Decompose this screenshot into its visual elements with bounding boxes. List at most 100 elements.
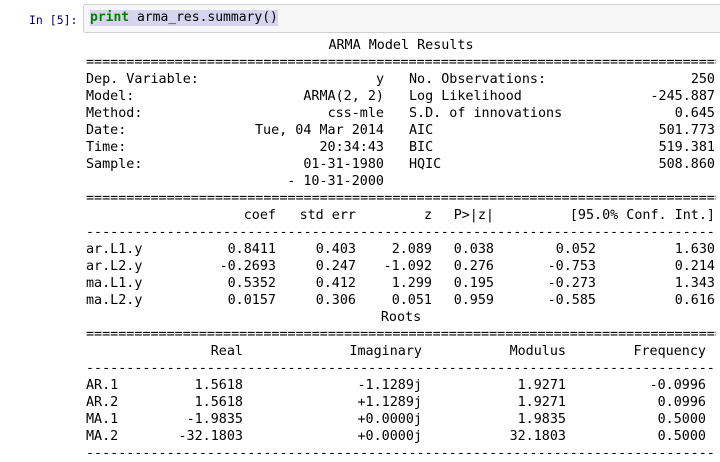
coef-name: ma.L2.y — [86, 293, 143, 308]
coef-name: ar.L2.y — [86, 259, 143, 274]
info-row: Sample: 01-31-1980 HQIC 508.860 — [86, 156, 716, 173]
separator-dash: ----------------------------------------… — [86, 225, 716, 240]
info-label: No. Observations: — [409, 72, 547, 87]
roots-table-header: Real Imaginary Modulus Frequency — [86, 343, 716, 360]
info-label: S.D. of innovations — [409, 106, 563, 121]
info-value: 01-31-1980 — [303, 157, 384, 172]
coef-row: ma.L1.y 0.5352 0.412 1.299 0.195 -0.273 … — [86, 275, 716, 292]
z-value: 0.051 — [391, 293, 432, 308]
imaginary-value: +0.0000j — [357, 429, 423, 444]
p-value: 0.195 — [453, 276, 494, 291]
col-header-real: Real — [210, 344, 243, 359]
info-value: css-mle — [327, 106, 384, 121]
frequency-value: 0.0996 — [657, 395, 706, 410]
coef-row: ar.L2.y -0.2693 0.247 -1.092 0.276 -0.75… — [86, 258, 716, 275]
ci-low: -0.273 — [547, 276, 596, 291]
summary-title: ARMA Model Results — [328, 38, 474, 53]
coef-value: -0.2693 — [219, 259, 276, 274]
info-value: -245.887 — [650, 89, 716, 104]
root-name: AR.2 — [86, 395, 119, 410]
col-header-modulus: Modulus — [509, 344, 566, 359]
separator-dash: ----------------------------------------… — [86, 446, 716, 461]
stderr-value: 0.306 — [315, 293, 356, 308]
info-row: Method: css-mle S.D. of innovations 0.645 — [86, 105, 716, 122]
frequency-value: 0.5000 — [657, 412, 706, 427]
coef-name: ar.L1.y — [86, 242, 143, 257]
info-row: - 10-31-2000 — [86, 173, 716, 190]
input-prompt: In [5]: — [29, 13, 78, 27]
z-value: 2.089 — [391, 242, 432, 257]
coef-row: ar.L1.y 0.8411 0.403 2.089 0.038 0.052 1… — [86, 241, 716, 258]
separator-double: ========================================… — [86, 327, 716, 342]
info-value: 501.773 — [658, 123, 715, 138]
info-value: 519.381 — [658, 140, 715, 155]
info-label: Log Likelihood — [409, 89, 522, 104]
coef-value: 0.5352 — [227, 276, 276, 291]
info-label: Date: — [86, 123, 127, 138]
roots-title: Roots — [380, 310, 422, 325]
modulus-value: 1.9835 — [517, 412, 566, 427]
info-value — [409, 173, 715, 190]
coef-name: ma.L1.y — [86, 276, 143, 291]
separator-double: ========================================… — [86, 191, 716, 206]
info-label: AIC — [409, 123, 434, 138]
info-label: HQIC — [409, 157, 442, 172]
info-label: Method: — [86, 106, 143, 121]
ci-high: 0.616 — [674, 293, 715, 308]
info-value: ARMA(2, 2) — [303, 89, 384, 104]
real-value: 1.5618 — [194, 378, 243, 393]
code-editor[interactable]: print arma_res.summary() — [83, 4, 720, 33]
roots-row: MA.1 -1.9835 +0.0000j 1.9835 0.5000 — [86, 411, 716, 428]
ci-high: 1.630 — [674, 242, 715, 257]
real-value: -1.9835 — [186, 412, 243, 427]
info-value: 250 — [690, 72, 715, 87]
code-line[interactable]: print arma_res.summary() — [90, 10, 278, 26]
info-value: Tue, 04 Mar 2014 — [255, 123, 384, 138]
info-label: Sample: — [86, 157, 143, 172]
frequency-value: -0.0996 — [649, 378, 706, 393]
roots-row: AR.1 1.5618 -1.1289j 1.9271 -0.0996 — [86, 377, 716, 394]
col-header-imaginary: Imaginary — [349, 344, 422, 359]
root-name: MA.1 — [86, 412, 119, 427]
col-header-z: z — [423, 208, 432, 223]
cell-output: ARMA Model Results =====================… — [86, 37, 716, 462]
z-value: 1.299 — [391, 276, 432, 291]
info-row: Model: ARMA(2, 2) Log Likelihood -245.887 — [86, 88, 716, 105]
modulus-value: 1.9271 — [517, 395, 566, 410]
ci-low: -0.753 — [547, 259, 596, 274]
ci-low: -0.585 — [547, 293, 596, 308]
info-row: Time: 20:34:43 BIC 519.381 — [86, 139, 716, 156]
real-value: 1.5618 — [194, 395, 243, 410]
info-value: y — [375, 72, 384, 87]
info-value: 508.860 — [658, 157, 715, 172]
p-value: 0.038 — [453, 242, 494, 257]
separator-double: ========================================… — [86, 55, 716, 70]
stderr-value: 0.403 — [315, 242, 356, 257]
real-value: -32.1803 — [178, 429, 244, 444]
info-label: Model: — [86, 89, 135, 104]
frequency-value: 0.5000 — [657, 429, 706, 444]
ci-high: 1.343 — [674, 276, 715, 291]
code-text: arma_res.summary() — [129, 10, 278, 25]
info-label: Time: — [86, 140, 127, 155]
stderr-value: 0.247 — [315, 259, 356, 274]
coef-row: ma.L2.y 0.0157 0.306 0.051 0.959 -0.585 … — [86, 292, 716, 309]
info-value: 20:34:43 — [319, 140, 385, 155]
col-header-coef: coef — [243, 208, 276, 223]
col-header-confint: [95.0% Conf. Int.] — [569, 208, 715, 223]
roots-row: MA.2 -32.1803 +0.0000j 32.1803 0.5000 — [86, 428, 716, 445]
coef-value: 0.8411 — [227, 242, 276, 257]
modulus-value: 32.1803 — [509, 429, 566, 444]
ci-high: 0.214 — [674, 259, 715, 274]
ci-low: 0.052 — [555, 242, 596, 257]
col-header-frequency: Frequency — [633, 344, 706, 359]
roots-row: AR.2 1.5618 +1.1289j 1.9271 0.0996 — [86, 394, 716, 411]
info-label: Dep. Variable: — [86, 72, 199, 87]
z-value: -1.092 — [383, 259, 432, 274]
imaginary-value: +0.0000j — [357, 412, 423, 427]
keyword-print: print — [90, 10, 130, 25]
col-header-stderr: std err — [299, 208, 356, 223]
p-value: 0.959 — [453, 293, 494, 308]
imaginary-value: -1.1289j — [357, 378, 423, 393]
modulus-value: 1.9271 — [517, 378, 566, 393]
